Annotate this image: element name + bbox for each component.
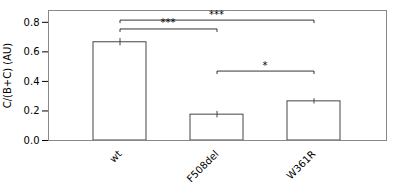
svg-text:F508del: F508del	[185, 148, 221, 184]
svg-text:***: ***	[161, 17, 176, 28]
svg-text:C/(B+C) (AU): C/(B+C) (AU)	[2, 43, 13, 109]
svg-text:***: ***	[209, 9, 224, 20]
svg-text:0.6: 0.6	[24, 46, 40, 57]
svg-text:wt: wt	[107, 148, 123, 164]
svg-text:0.0: 0.0	[24, 135, 40, 146]
svg-text:W361R: W361R	[284, 148, 317, 181]
svg-text:0.8: 0.8	[24, 17, 40, 28]
svg-text:0.2: 0.2	[24, 105, 40, 116]
svg-text:0.4: 0.4	[24, 76, 40, 87]
svg-text:*: *	[263, 60, 268, 71]
